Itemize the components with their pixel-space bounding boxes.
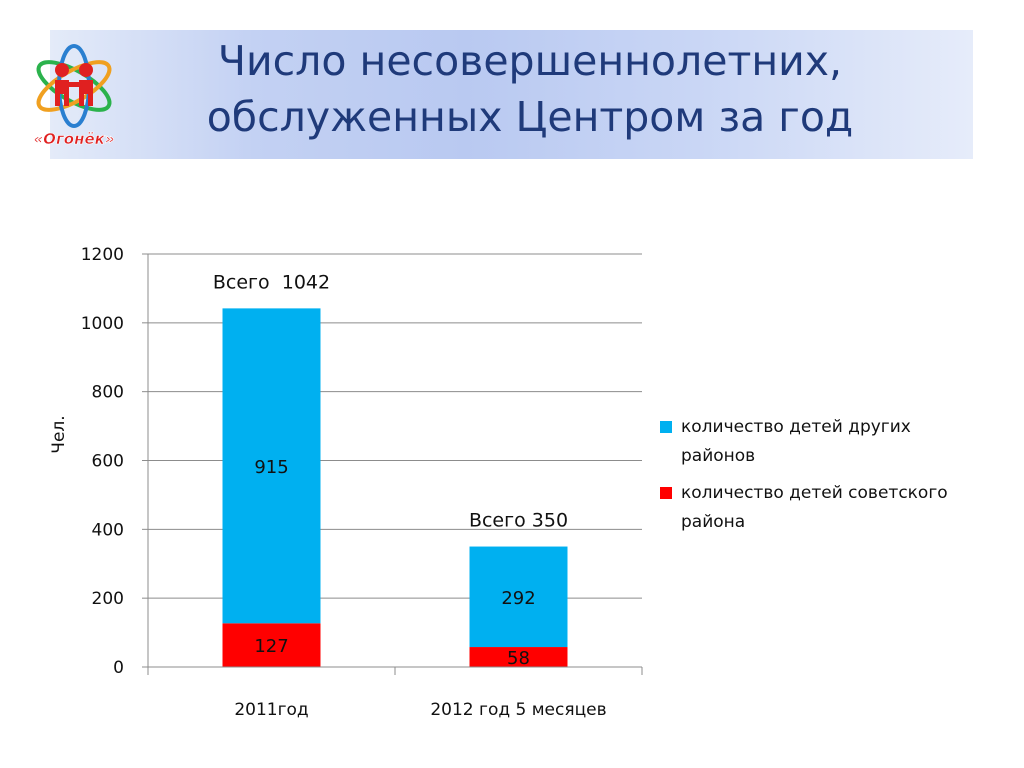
x-tick-label: 2012 год 5 месяцев: [430, 700, 606, 720]
bar-segment: [469, 546, 568, 648]
legend-swatch-other-districts: [660, 421, 672, 433]
title-line-1: Число несовершеннолетних,: [217, 37, 843, 85]
legend-swatch-sovetsky-district: [660, 487, 672, 499]
legend-item-sovetsky-district: количество детей советского района: [660, 479, 980, 537]
x-axis-labels: 2011год 2012 год 5 месяцев: [148, 666, 642, 720]
y-tick-label: 0: [113, 658, 124, 678]
ogonek-logo: «Огонёк»: [33, 44, 115, 148]
y-tick-label: 400: [92, 520, 124, 540]
total-label: Всего 1042: [213, 271, 330, 293]
y-tick-label: 200: [92, 589, 124, 609]
title-line-2: обслуженных Центром за год: [206, 93, 854, 141]
y-axis-ticks: 0 200 400 600 800 1000 1200: [81, 245, 148, 678]
y-tick-label: 800: [92, 383, 124, 403]
x-tick-label: 2011год: [234, 700, 308, 720]
y-tick-label: 1200: [81, 245, 124, 265]
chart-legend: количество детей других районов количест…: [660, 413, 980, 545]
legend-label-other-districts: количество детей других районов: [681, 417, 911, 466]
legend-item-other-districts: количество детей других районов: [660, 413, 980, 471]
logo-text: «Огонёк»: [33, 130, 114, 148]
total-label: Всего 350: [469, 510, 568, 532]
bar-segment: [469, 647, 568, 667]
legend-label-sovetsky-district: количество детей советского района: [681, 483, 948, 532]
page-title: Число несовершеннолетних, обслуженных Це…: [120, 33, 940, 145]
data-label: 292: [501, 588, 535, 609]
data-label: 58: [507, 648, 530, 669]
chart-gridlines: [147, 253, 643, 675]
chart-bars: 127 915 Всего 1042 58 292 Всего 350: [213, 271, 568, 669]
bar-segment: [222, 623, 321, 667]
title-band: [50, 30, 973, 159]
y-tick-label: 600: [92, 452, 124, 472]
data-label: 915: [254, 457, 288, 478]
y-tick-label: 1000: [81, 314, 124, 334]
bar-segment: [222, 308, 321, 624]
children-atom-logo-icon: [36, 44, 112, 128]
data-label: 127: [254, 636, 288, 657]
y-axis-label: Чел.: [49, 415, 69, 453]
